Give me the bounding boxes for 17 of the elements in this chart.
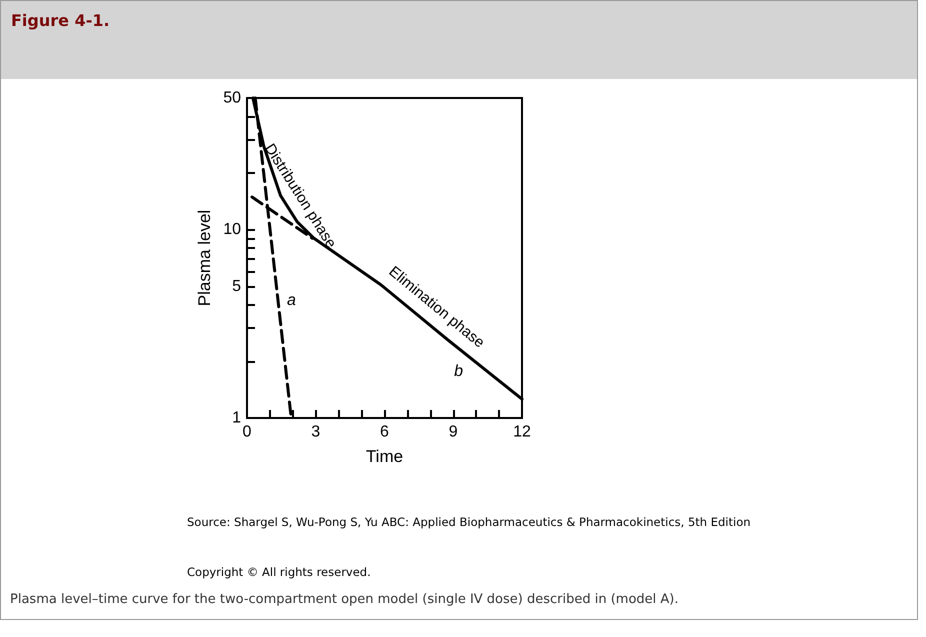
y-tick-label: 10 <box>223 221 242 238</box>
y-tick-label: 5 <box>232 278 242 295</box>
x-tick-label: 0 <box>242 424 252 440</box>
x-tick-label: 12 <box>513 424 531 440</box>
annotation: b <box>454 362 464 380</box>
text: Copyright © All rights reserved. <box>187 564 372 581</box>
text: Plasma level–time curve for the two-compartment open model (single IV dose) described in (model A). <box>10 592 679 607</box>
x-tick-label: 6 <box>380 424 390 440</box>
text: Figure 4-1. <box>11 11 110 30</box>
y-tick-label: 50 <box>223 90 242 106</box>
x-tick-label: 3 <box>311 424 320 440</box>
source-note: Source: Shargel S, Wu-Pong S, Yu ABC: Applied Biopharmaceutics & Pharmacokinetics, 5th Edition <box>187 514 752 531</box>
y-tick-label: 1 <box>232 410 242 426</box>
annotation: a <box>286 292 296 310</box>
y-axis-title: Plasma level <box>195 210 214 306</box>
x-tick-label: 9 <box>448 424 458 440</box>
x-axis-title: Time <box>366 447 404 466</box>
